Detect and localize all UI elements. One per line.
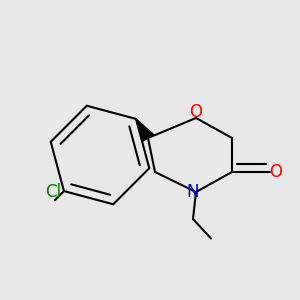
Text: O: O	[190, 103, 202, 121]
Text: Cl: Cl	[45, 183, 62, 201]
Text: O: O	[269, 163, 283, 181]
Polygon shape	[136, 119, 154, 142]
Text: N: N	[187, 183, 199, 201]
